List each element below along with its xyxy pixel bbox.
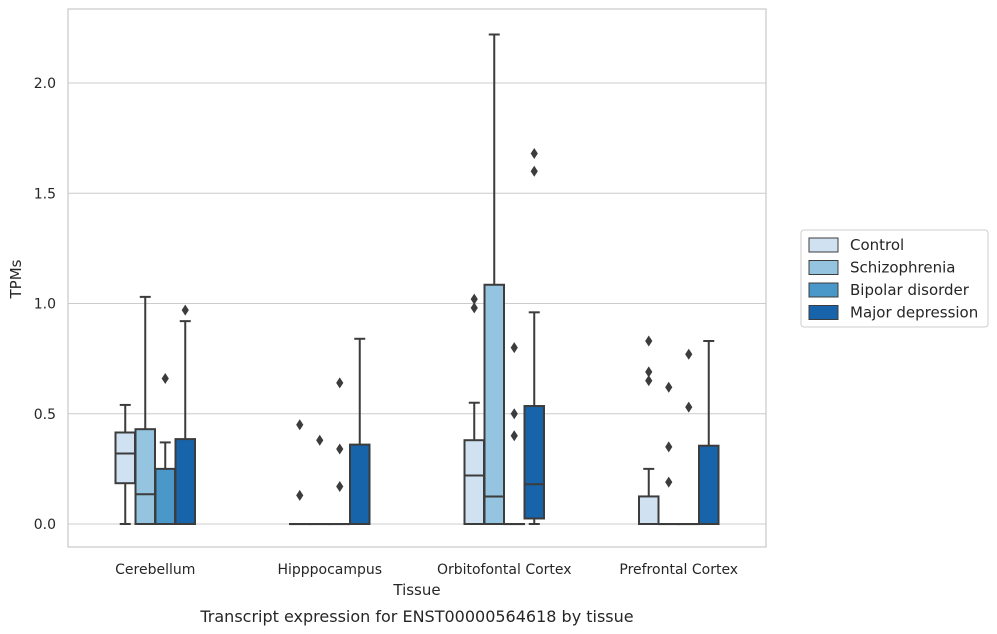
outlier-point	[645, 366, 653, 378]
box	[483, 283, 505, 525]
outlier-point	[665, 381, 673, 393]
x-tick-label: Cerebellum	[115, 562, 195, 578]
y-tick-label: 2.0	[34, 76, 56, 92]
plot-area	[114, 33, 720, 526]
outlier-point	[510, 342, 518, 354]
x-axis-ticks: Cerebellum Hipppocampus Orbitofontal Corte…	[115, 562, 738, 578]
box-group	[638, 335, 660, 525]
legend-swatch	[808, 282, 839, 298]
outlier-point	[530, 165, 538, 177]
y-axis-ticks: 0.0 0.5 1.0 1.5 2.0	[34, 76, 56, 533]
outlier-point	[645, 375, 653, 387]
legend-label: Schizophrenia	[850, 259, 955, 277]
x-axis-label: Tissue	[392, 581, 440, 599]
box-group	[114, 403, 136, 525]
box-group	[329, 377, 351, 526]
box	[638, 495, 660, 525]
outlier-point	[161, 372, 169, 384]
box-group	[174, 304, 196, 526]
outlier-point	[470, 302, 478, 314]
outlier-point	[336, 443, 344, 455]
y-tick-label: 0.0	[34, 517, 56, 533]
y-tick-label: 1.5	[34, 186, 56, 202]
y-tick-label: 1.0	[34, 297, 56, 313]
x-tick-label: Orbitofontal Cortex	[437, 562, 572, 578]
legend: Control Schizophrenia Bipolar disorder Majo…	[800, 229, 989, 328]
box	[114, 431, 136, 485]
outlier-point	[181, 304, 189, 316]
outlier-point	[510, 408, 518, 420]
chart-caption: Transcript expression for ENST0000056461…	[199, 607, 633, 626]
y-axis-label: TPMs	[7, 259, 25, 299]
box-group	[463, 293, 485, 525]
outlier-point	[336, 481, 344, 493]
outlier-point	[665, 441, 673, 453]
legend-label: Bipolar disorder	[850, 281, 970, 299]
box-group	[349, 337, 371, 525]
box-group	[289, 419, 311, 526]
outlier-point	[510, 430, 518, 442]
legend-swatch	[808, 237, 839, 253]
box	[174, 438, 196, 526]
outlier-point	[336, 377, 344, 389]
legend-swatch	[808, 260, 839, 275]
outlier-point	[685, 348, 693, 360]
legend-swatch	[808, 305, 839, 320]
outlier-point	[296, 489, 304, 501]
outlier-point	[530, 148, 538, 160]
outlier-point	[470, 293, 478, 305]
outlier-point	[665, 476, 673, 488]
box-group	[134, 295, 156, 525]
box-group	[698, 339, 720, 525]
box	[523, 405, 545, 520]
legend-label: Control	[850, 236, 904, 254]
legend-frame	[800, 229, 989, 328]
box-group	[658, 381, 680, 526]
box	[134, 428, 156, 525]
box	[349, 443, 371, 525]
box-group	[523, 148, 545, 525]
gridlines	[68, 82, 766, 525]
plot-frame	[67, 8, 767, 548]
legend-label: Major depression	[850, 304, 978, 322]
outlier-point	[645, 335, 653, 347]
outlier-point	[316, 434, 324, 446]
box	[463, 439, 485, 525]
outlier-point	[296, 419, 304, 431]
box-group	[154, 372, 176, 525]
x-tick-label: Hipppocampus	[277, 562, 382, 578]
box	[698, 444, 720, 525]
x-tick-label: Prefrontal Cortex	[619, 562, 738, 578]
box-group	[503, 342, 525, 526]
box	[154, 467, 176, 525]
box-group	[678, 348, 700, 526]
outlier-point	[685, 401, 693, 413]
box-group	[309, 434, 331, 526]
box-group	[483, 33, 505, 525]
y-tick-label: 0.5	[34, 407, 56, 423]
